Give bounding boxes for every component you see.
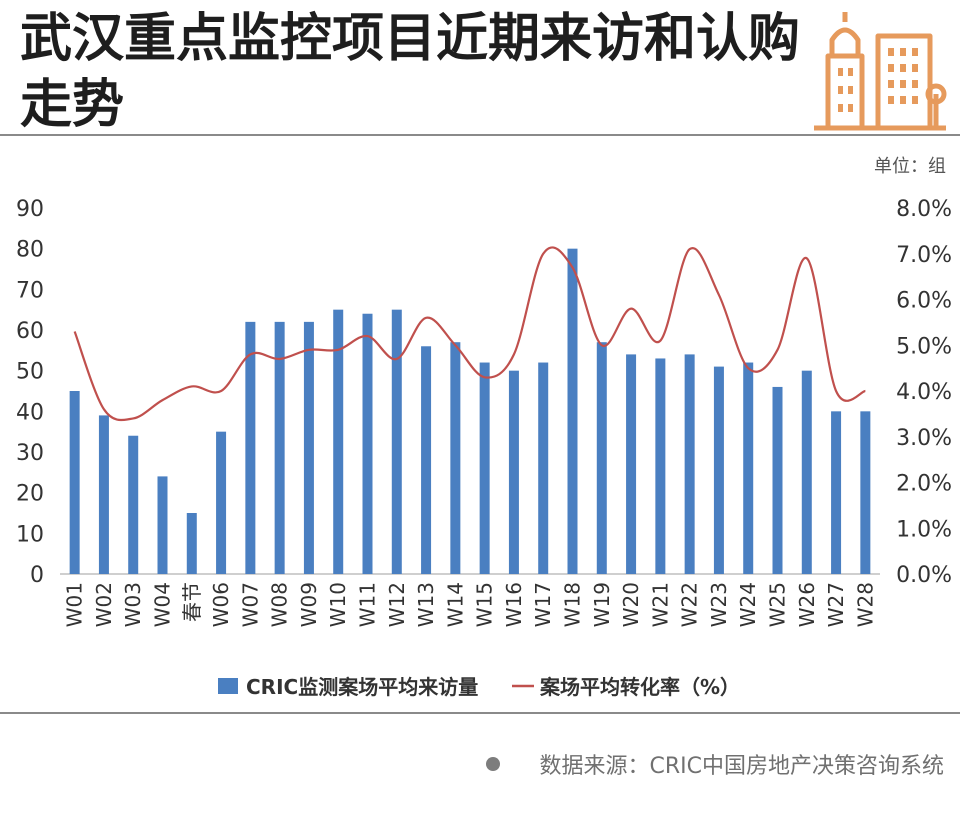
bar bbox=[303, 321, 314, 574]
x-tick-label: W13 bbox=[414, 582, 438, 627]
bar bbox=[98, 415, 109, 574]
x-tick-label: W03 bbox=[121, 582, 145, 627]
visits-conversion-chart: 单位：组 0 10 20 30 40 50 60 70 80 90 0.0% 1.0% 2.0% 3.0… bbox=[16, 156, 952, 699]
x-tick-label: 春节 bbox=[180, 582, 204, 622]
bullet-dot-icon bbox=[485, 757, 500, 771]
y-left-tick-label: 20 bbox=[16, 482, 44, 507]
x-tick-label: W06 bbox=[209, 582, 233, 627]
y-left-tick-label: 70 bbox=[16, 278, 44, 303]
bar bbox=[274, 321, 285, 574]
x-tick-label: W08 bbox=[268, 582, 292, 627]
x-tick-label: W01 bbox=[63, 582, 87, 627]
bar bbox=[626, 354, 637, 574]
bar bbox=[186, 513, 197, 574]
x-tick-label: W11 bbox=[356, 582, 380, 627]
footer-divider bbox=[0, 712, 960, 714]
bar bbox=[128, 435, 139, 574]
building-logo-icon bbox=[814, 12, 947, 131]
title-divider bbox=[0, 134, 960, 136]
y-right-tick-label: 7.0% bbox=[896, 243, 952, 268]
x-tick-label: W24 bbox=[736, 582, 760, 627]
x-tick-label: W04 bbox=[151, 582, 175, 627]
y-right-tick-label: 3.0% bbox=[896, 426, 952, 451]
bar bbox=[391, 309, 402, 574]
legend-bar-label: CRIC监测案场平均来访量 bbox=[246, 675, 478, 699]
bar bbox=[216, 431, 227, 574]
y-right-tick-label: 0.0% bbox=[896, 563, 952, 588]
y-left-tick-label: 10 bbox=[16, 522, 44, 547]
y-axis-right: 0.0% 1.0% 2.0% 3.0% 4.0% 5.0% 6.0% 7.0% 8.0% bbox=[896, 197, 952, 588]
x-tick-label: W07 bbox=[238, 582, 262, 627]
x-tick-label: W20 bbox=[619, 582, 643, 627]
bar-series bbox=[69, 248, 871, 574]
x-tick-label: W12 bbox=[385, 582, 409, 627]
legend: CRIC监测案场平均来访量 案场平均转化率（%） bbox=[218, 675, 740, 699]
x-tick-label: W14 bbox=[443, 582, 467, 627]
unit-label: 单位：组 bbox=[874, 156, 946, 177]
x-tick-label: W26 bbox=[795, 582, 819, 627]
bar bbox=[831, 411, 842, 574]
bar bbox=[450, 342, 461, 574]
bar bbox=[655, 358, 666, 574]
y-left-tick-label: 0 bbox=[30, 563, 44, 588]
y-right-tick-label: 8.0% bbox=[896, 197, 952, 222]
bar bbox=[421, 346, 432, 574]
bar bbox=[743, 362, 754, 574]
x-tick-label: W23 bbox=[707, 582, 731, 627]
bar bbox=[801, 370, 812, 574]
bar bbox=[538, 362, 549, 574]
bar bbox=[333, 309, 344, 574]
bar bbox=[362, 313, 373, 574]
bar bbox=[684, 354, 695, 574]
y-left-tick-label: 60 bbox=[16, 319, 44, 344]
x-tick-label: W22 bbox=[678, 582, 702, 627]
legend-bar-swatch bbox=[218, 678, 238, 694]
y-right-tick-label: 6.0% bbox=[896, 289, 952, 314]
x-tick-label: W21 bbox=[648, 582, 672, 627]
source-text: 数据来源：CRIC中国房地产决策咨询系统 bbox=[539, 754, 945, 779]
y-left-tick-label: 90 bbox=[16, 197, 44, 222]
bar bbox=[157, 476, 168, 574]
y-left-tick-label: 50 bbox=[16, 360, 44, 385]
y-axis-left: 0 10 20 30 40 50 60 70 80 90 bbox=[16, 197, 44, 588]
page-title: 武汉重点监控项目近期来访和认购走势 bbox=[20, 9, 801, 135]
x-tick-label: W28 bbox=[853, 582, 877, 627]
bar bbox=[596, 342, 607, 574]
x-tick-label: W10 bbox=[326, 582, 350, 627]
y-right-tick-label: 1.0% bbox=[896, 517, 952, 542]
x-tick-label: W27 bbox=[824, 582, 848, 627]
y-left-tick-label: 40 bbox=[16, 400, 44, 425]
x-tick-label: W16 bbox=[502, 582, 526, 627]
x-tick-label: W15 bbox=[473, 582, 497, 627]
bar bbox=[713, 366, 724, 574]
x-tick-label: W02 bbox=[92, 582, 116, 627]
bar bbox=[69, 391, 80, 574]
y-right-tick-label: 5.0% bbox=[896, 334, 952, 359]
bar bbox=[245, 321, 256, 574]
bar bbox=[860, 411, 871, 574]
source-note: 数据来源：CRIC中国房地产决策咨询系统 bbox=[485, 748, 945, 780]
x-tick-label: W25 bbox=[766, 582, 790, 627]
conversion-rate-line bbox=[73, 246, 866, 422]
bar bbox=[567, 248, 578, 574]
x-tick-label: W09 bbox=[297, 582, 321, 627]
y-right-tick-label: 4.0% bbox=[896, 380, 952, 405]
bar bbox=[508, 370, 519, 574]
legend-line-label: 案场平均转化率（%） bbox=[539, 675, 740, 699]
y-right-tick-label: 2.0% bbox=[896, 472, 952, 497]
bar bbox=[479, 362, 490, 574]
y-left-tick-label: 80 bbox=[16, 238, 44, 263]
x-tick-label: W18 bbox=[561, 582, 585, 627]
line-series bbox=[73, 246, 866, 422]
x-axis: W01 W02 W03 W04 春节 W06 W07 W08 W09 W10 W11 W12 W13 W1… bbox=[63, 582, 878, 627]
bar bbox=[772, 386, 783, 574]
y-left-tick-label: 30 bbox=[16, 441, 44, 466]
x-tick-label: W19 bbox=[590, 582, 614, 627]
x-tick-label: W17 bbox=[531, 582, 555, 627]
